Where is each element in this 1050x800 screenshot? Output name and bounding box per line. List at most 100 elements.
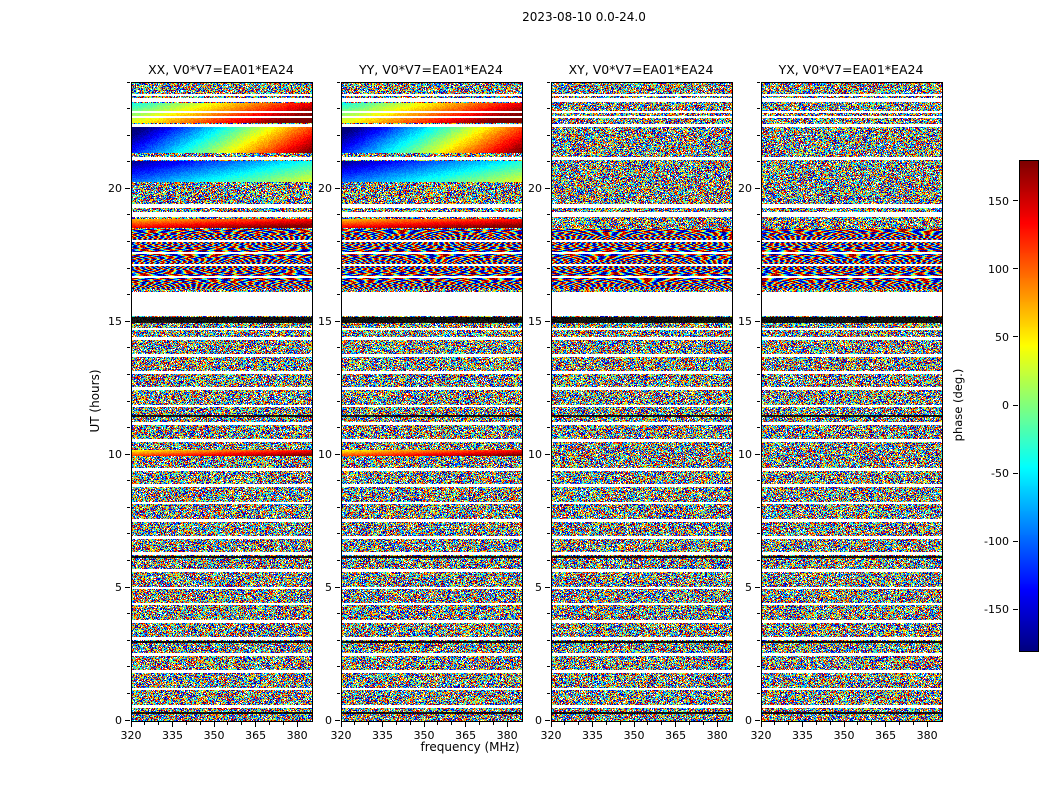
y-axis-tick <box>335 320 340 322</box>
y-axis-tick-label: 5 <box>535 581 542 595</box>
y-axis-minor-tick <box>547 613 550 615</box>
y-axis-tick-label: 15 <box>528 315 542 329</box>
y-axis-minor-tick <box>757 241 760 242</box>
y-axis-tick-label: 10 <box>528 448 542 462</box>
y-axis-minor-tick <box>127 480 130 482</box>
y-axis-tick-label: 15 <box>738 315 752 329</box>
y-axis-label: UT (hours) <box>88 369 102 433</box>
x-axis-tick-label: 335 <box>162 729 184 742</box>
y-axis-minor-tick <box>337 214 340 216</box>
y-axis-minor-tick <box>757 639 760 641</box>
x-axis-minor-tick <box>912 722 914 725</box>
y-axis-tick <box>545 586 550 588</box>
y-axis-minor-tick <box>337 613 340 615</box>
y-axis-minor-tick <box>547 400 550 402</box>
subplot-xy: XY, V0*V7=EA01*EA24 320 335 350 365 380 0 5 10 1… <box>528 62 733 742</box>
x-axis-tick-label: 335 <box>792 729 814 742</box>
x-axis-tick-label: 380 <box>286 729 308 742</box>
y-axis-minor-tick <box>127 294 130 296</box>
y-axis-tick-label: 10 <box>318 448 332 462</box>
subplot-yx-title: YX, V0*V7=EA01*EA24 <box>778 62 924 77</box>
colorbar-tick-label: 150 <box>988 194 1009 208</box>
x-axis-tick-label: 365 <box>875 729 897 742</box>
y-axis-minor-tick <box>337 81 340 83</box>
y-axis-minor-tick <box>547 294 550 296</box>
y-axis-minor-tick <box>337 666 340 668</box>
y-axis-tick-label: 5 <box>325 581 332 595</box>
y-axis-tick <box>755 719 760 721</box>
x-axis-tick <box>592 722 594 727</box>
y-axis-minor-tick <box>337 347 340 349</box>
x-axis-minor-tick <box>857 722 859 725</box>
x-axis-minor-tick <box>282 722 284 725</box>
x-axis-tick <box>172 722 174 727</box>
y-axis-tick <box>335 187 340 189</box>
colorbar-tick-label: 50 <box>995 330 1009 344</box>
y-axis-minor-tick <box>337 294 340 296</box>
x-axis-minor-tick <box>661 722 663 725</box>
y-axis-minor-tick <box>127 506 130 508</box>
x-axis-minor-tick <box>241 722 243 725</box>
y-axis-minor-tick <box>547 560 550 561</box>
y-axis-minor-tick <box>757 533 760 535</box>
colorbar-tick <box>1013 268 1018 270</box>
colorbar-tick <box>1013 608 1018 610</box>
y-axis-minor-tick <box>127 161 130 163</box>
y-axis-minor-tick <box>127 613 130 615</box>
colorbar-label: phase (deg.) <box>951 368 965 442</box>
x-axis-tick-label: 335 <box>372 729 394 742</box>
colorbar-tick-label: -100 <box>984 535 1009 549</box>
y-axis-minor-tick <box>757 81 760 83</box>
y-axis-minor-tick <box>547 373 550 375</box>
x-axis-tick-label: 335 <box>582 729 604 742</box>
y-axis-tick <box>755 187 760 189</box>
y-axis-tick <box>545 453 550 455</box>
y-axis-minor-tick <box>547 506 550 508</box>
y-axis-tick <box>125 187 130 189</box>
x-axis-minor-tick <box>437 722 439 725</box>
y-axis-minor-tick <box>127 373 130 375</box>
x-axis-tick <box>382 722 384 727</box>
y-axis-minor-tick <box>337 161 340 163</box>
y-axis-minor-tick <box>337 480 340 482</box>
y-axis-minor-tick <box>127 134 130 136</box>
y-axis-minor-tick <box>757 267 760 269</box>
x-axis-label: frequency (MHz) <box>420 740 520 754</box>
y-axis-minor-tick <box>127 533 130 535</box>
y-axis-minor-tick <box>547 427 550 429</box>
x-axis-tick <box>296 722 298 727</box>
y-axis-tick-label: 10 <box>108 448 122 462</box>
heatmap-yy-canvas <box>341 82 523 722</box>
y-axis-minor-tick <box>127 639 130 641</box>
y-axis-minor-tick <box>757 134 760 136</box>
y-axis-tick <box>545 320 550 322</box>
x-axis-minor-tick <box>368 722 370 725</box>
y-axis-tick <box>755 586 760 588</box>
y-axis-minor-tick <box>337 692 340 694</box>
y-axis-tick-label: 0 <box>115 714 122 727</box>
x-axis-minor-tick <box>492 722 494 725</box>
x-axis-tick <box>130 722 132 727</box>
y-axis-tick <box>755 320 760 322</box>
x-axis-minor-tick <box>647 722 649 725</box>
x-axis-minor-tick <box>774 722 776 725</box>
x-axis-minor-tick <box>478 722 480 725</box>
x-axis-minor-tick <box>564 722 566 725</box>
x-axis-tick <box>423 722 425 727</box>
colorbar-canvas <box>1019 160 1039 652</box>
y-axis-minor-tick <box>337 108 340 110</box>
y-axis-minor-tick <box>127 427 130 429</box>
x-axis-tick <box>843 722 845 727</box>
x-axis-minor-tick <box>144 722 146 725</box>
x-axis-tick-label: 365 <box>455 729 477 742</box>
y-axis-minor-tick <box>757 480 760 482</box>
y-axis-minor-tick <box>547 639 550 641</box>
y-axis-tick <box>125 586 130 588</box>
x-axis-tick-label: 350 <box>203 729 225 742</box>
subplot-yx: YX, V0*V7=EA01*EA24 320 335 350 365 380 0 5 10 1… <box>738 62 943 742</box>
y-axis-tick <box>545 719 550 721</box>
x-axis-minor-tick <box>871 722 873 725</box>
x-axis-minor-tick <box>158 722 160 725</box>
y-axis-tick-label: 15 <box>108 315 122 329</box>
